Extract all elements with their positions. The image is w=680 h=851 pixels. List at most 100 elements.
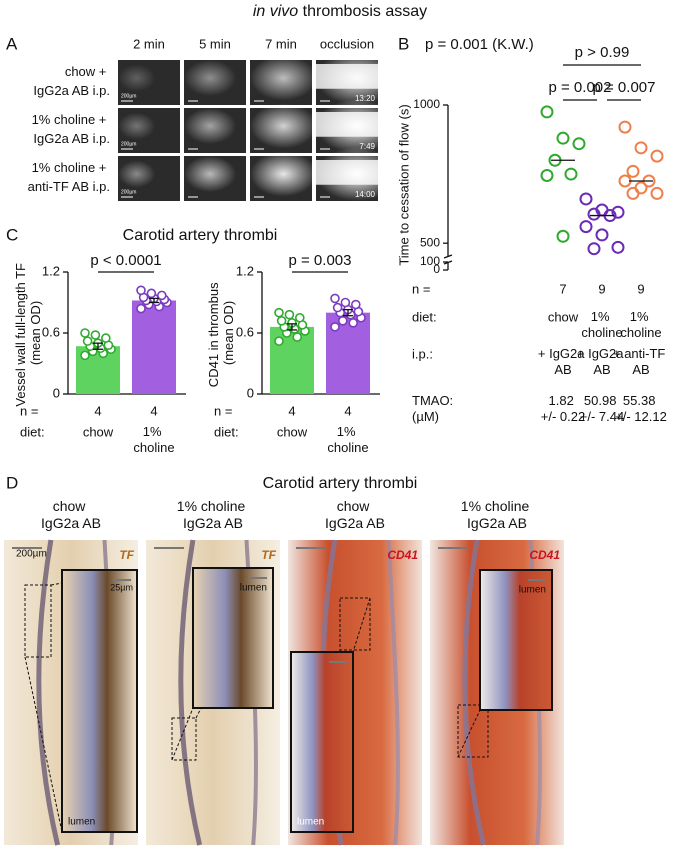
thrombus-glow — [118, 112, 156, 140]
zoom-box — [457, 704, 489, 758]
thrombus-glow — [184, 60, 237, 96]
scale-bar-label: 25µm — [110, 582, 133, 592]
data-point — [276, 315, 287, 326]
data-point — [556, 131, 570, 145]
data-point — [90, 330, 101, 340]
row-label: n = — [20, 403, 38, 418]
panel-letter: A — [6, 34, 18, 53]
data-point — [618, 120, 632, 134]
column-label: 1% choline IgG2a AB — [461, 498, 533, 531]
data-point — [330, 322, 340, 332]
thrombus-glow — [184, 108, 237, 144]
lumen-label: lumen — [519, 585, 546, 596]
data-point — [540, 105, 554, 119]
vessel-wall — [386, 539, 400, 846]
data-point — [337, 315, 348, 326]
occlusion-time: 14:00 — [355, 190, 376, 199]
data-point — [274, 307, 284, 318]
y-tick-label: 100 — [420, 254, 440, 268]
y-tick-label: 0.6 — [236, 324, 254, 339]
row-label: 1% choline + anti-TF AB i.p. — [28, 160, 110, 194]
n-value: 7 — [559, 281, 566, 296]
data-point — [540, 168, 554, 182]
data-point — [626, 186, 640, 200]
zoom-line — [171, 707, 194, 761]
data-point — [626, 164, 640, 178]
data-point — [634, 181, 648, 195]
data-point — [611, 240, 625, 254]
diet-label: 1% choline — [620, 309, 661, 340]
data-point — [330, 293, 340, 304]
n-value: 4 — [150, 403, 157, 418]
stain-label: TF — [261, 548, 276, 562]
y-tick-label: 1.2 — [236, 263, 254, 278]
ip-label: + anti-TF AB — [613, 346, 669, 377]
ip-label: + IgG2a AB — [538, 346, 588, 377]
data-point — [564, 167, 578, 181]
panel-letter: D — [6, 473, 18, 492]
data-point — [294, 312, 305, 323]
bracket-label: p = 0.003 — [289, 252, 352, 269]
y-tick-label: 500 — [420, 235, 440, 249]
figure-title: in vivo thrombosis assay — [253, 3, 427, 20]
data-point — [101, 333, 111, 343]
stain-label: TF — [119, 548, 134, 562]
diet-label: 1% choline — [581, 309, 622, 340]
thrombus-glow — [118, 160, 156, 188]
diet-label: chow — [277, 424, 308, 439]
thrombus-glow — [250, 103, 317, 149]
column-label: chow IgG2a AB — [41, 498, 101, 531]
data-point — [284, 309, 295, 320]
diet-label: 1% choline — [133, 424, 174, 455]
y-axis-label: Vessel wall full-length TF (mean OD) — [13, 259, 43, 406]
inset-image — [192, 567, 274, 709]
diet-label: chow — [83, 424, 114, 439]
thrombus-glow — [250, 55, 317, 101]
bar — [270, 326, 314, 394]
panel-title: Carotid artery thrombi — [263, 475, 418, 492]
diet-label: chow — [548, 309, 579, 324]
thrombus-glow — [316, 51, 398, 105]
vessel-wall — [36, 539, 61, 846]
y-tick-label: 1000 — [413, 97, 440, 111]
y-tick-label: 1.2 — [42, 263, 60, 278]
lumen-label: lumen — [240, 583, 267, 594]
ip-label: + IgG2a AB — [577, 346, 627, 377]
n-value: 4 — [344, 403, 351, 418]
stain-label: CD41 — [529, 548, 560, 562]
row-label: diet: — [20, 424, 45, 439]
data-point — [80, 350, 90, 361]
data-point — [80, 328, 90, 338]
panel-letter: C — [6, 225, 18, 244]
data-point — [595, 228, 609, 242]
scale-bar-label: 200µm — [121, 189, 136, 195]
occlusion-time: 13:20 — [355, 94, 376, 103]
column-label: 2 min — [133, 36, 165, 51]
data-point — [650, 186, 664, 200]
panel-title: Carotid artery thrombi — [123, 227, 278, 244]
column-label: chow IgG2a AB — [325, 498, 385, 531]
diet-label: 1% choline — [327, 424, 368, 455]
column-label: 1% choline IgG2a AB — [177, 498, 249, 531]
occlusion-time: 7:49 — [359, 142, 375, 151]
data-point — [634, 141, 648, 155]
lumen-label: lumen — [68, 817, 95, 828]
data-point — [157, 290, 167, 301]
data-point — [618, 174, 632, 188]
bracket-label: p = 0.007 — [593, 79, 656, 96]
row-label: i.p.: — [412, 346, 433, 361]
tmao-value: 1.82 +/- 0.22 — [541, 393, 585, 424]
y-axis-label: Time to cessation of flow (s) — [396, 104, 411, 265]
data-point — [579, 220, 593, 234]
thrombus-glow — [316, 99, 398, 153]
y-tick-label: 0.6 — [42, 324, 60, 339]
thrombus-glow — [118, 64, 156, 92]
bracket-label: p > 0.99 — [575, 44, 630, 61]
vessel-wall — [178, 539, 203, 846]
data-point — [82, 336, 93, 346]
row-label: TMAO: (µM) — [412, 393, 457, 424]
data-point — [136, 285, 146, 296]
y-tick-label: 0 — [53, 385, 60, 400]
data-point — [136, 303, 146, 314]
